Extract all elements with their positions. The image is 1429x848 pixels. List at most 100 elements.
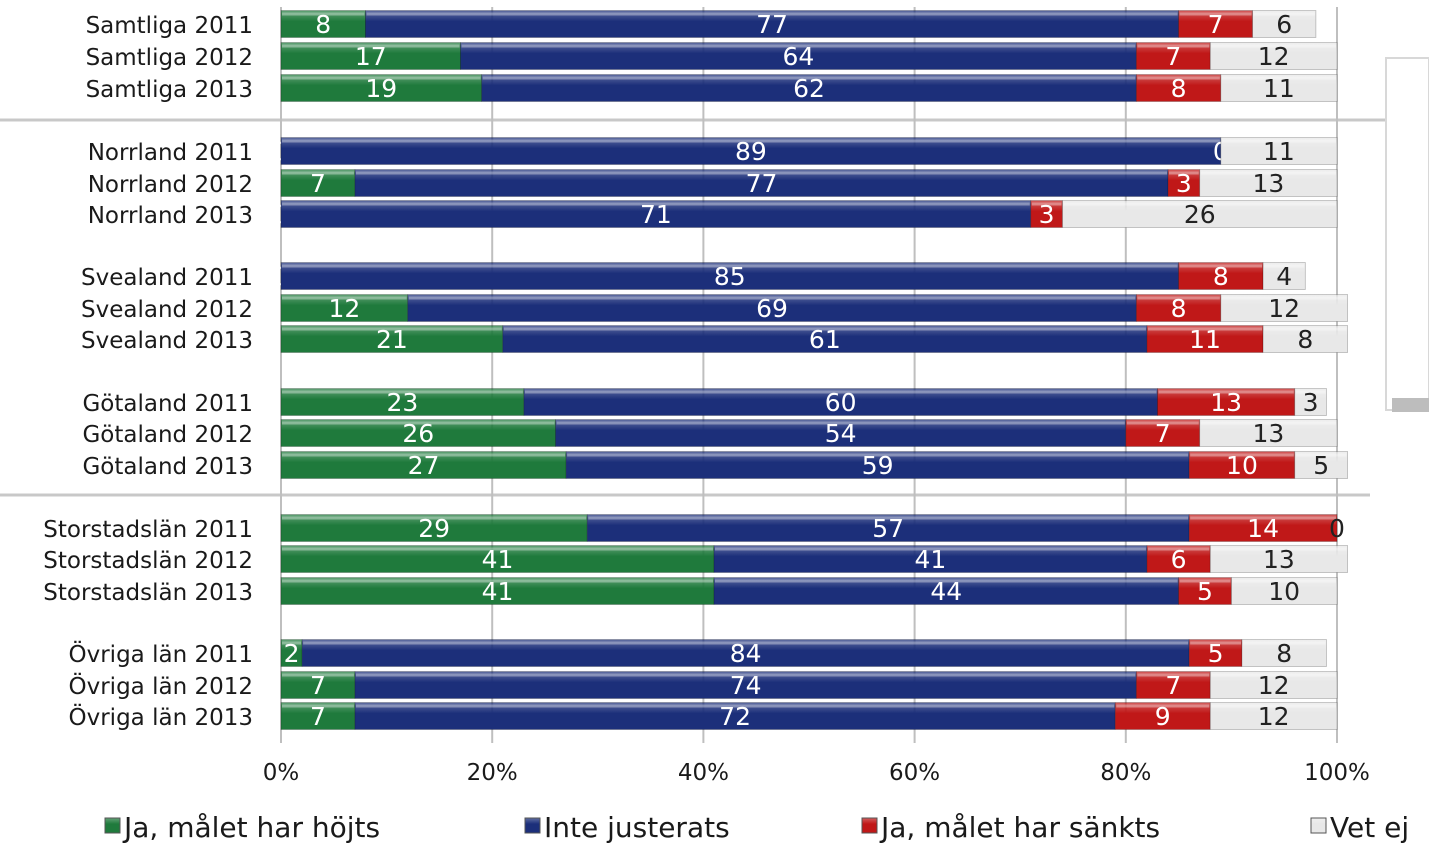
bar-highlight (1221, 76, 1336, 80)
category-label: Götaland 2013 (82, 454, 253, 480)
bar-highlight (282, 421, 555, 425)
bar-segment (354, 169, 1169, 197)
bar-highlight (1264, 327, 1347, 331)
bar-segment (1199, 169, 1338, 197)
data-label: 89 (735, 137, 767, 166)
bar-segment (354, 702, 1116, 730)
data-label: 13 (1252, 169, 1284, 198)
category-label: Storstadslän 2012 (43, 548, 253, 574)
bar-highlight (282, 579, 713, 583)
bar-segment (280, 10, 366, 38)
bar-highlight (282, 44, 460, 48)
data-label: 54 (825, 419, 857, 448)
data-label: 29 (418, 514, 450, 543)
bar-segment (301, 639, 1190, 667)
bar-segment (1262, 325, 1348, 353)
bar-highlight (282, 171, 354, 175)
data-label: 44 (930, 577, 962, 606)
bar-highlight (1179, 264, 1263, 268)
bar-segment (280, 262, 1179, 290)
bar-highlight (1116, 704, 1210, 708)
bar-segment (565, 451, 1190, 479)
bar-segment (1209, 702, 1338, 730)
data-label: 71 (640, 200, 672, 229)
legend-label: Vet ej (1330, 811, 1409, 844)
bar-segment (1178, 577, 1232, 605)
legend-swatch (104, 817, 121, 834)
bar-segment (1178, 10, 1253, 38)
bar-segment (1262, 262, 1306, 290)
bar-segment (1157, 388, 1296, 416)
bar-segment (586, 514, 1190, 542)
data-label: 11 (1263, 137, 1295, 166)
bar-highlight (282, 296, 407, 300)
bar-segment (1030, 200, 1063, 228)
bar-segment (1294, 451, 1348, 479)
data-label: 8 (315, 10, 331, 39)
data-label: 9 (1155, 702, 1171, 731)
data-label: 26 (402, 419, 434, 448)
data-label: 8 (1171, 294, 1187, 323)
bar-highlight (1200, 421, 1336, 425)
bar-segment (1231, 577, 1338, 605)
bar-segment (1135, 294, 1222, 322)
data-label: 7 (310, 671, 326, 700)
bar-segment (280, 545, 715, 573)
decor-panel-shadow (1392, 398, 1429, 412)
bar-highlight (282, 704, 354, 708)
data-label: 85 (714, 262, 746, 291)
data-label: 10 (1226, 451, 1258, 480)
bar-segment (1167, 169, 1201, 197)
bar-highlight (366, 12, 1178, 16)
data-label: 8 (1171, 74, 1187, 103)
data-label: 21 (376, 325, 408, 354)
bar-highlight (1211, 704, 1336, 708)
bar-highlight (1147, 547, 1210, 551)
category-label: Svealand 2011 (81, 265, 253, 291)
data-label: 41 (482, 577, 514, 606)
data-label: 8 (1297, 325, 1313, 354)
bar-highlight (1137, 76, 1220, 80)
category-label: Svealand 2013 (81, 328, 253, 354)
bar-segment (1220, 74, 1338, 102)
bar-segment (1178, 262, 1264, 290)
data-label: 27 (408, 451, 440, 480)
data-label: 12 (1258, 671, 1290, 700)
category-label: Götaland 2011 (82, 391, 253, 417)
data-label: 7 (1165, 671, 1181, 700)
category-label: Samtliga 2013 (86, 77, 253, 103)
x-tick-label: 0% (263, 760, 300, 786)
category-label: Storstadslän 2013 (43, 580, 253, 606)
data-label: 19 (365, 74, 397, 103)
bar-highlight (282, 390, 523, 394)
data-label: 7 (1155, 419, 1171, 448)
x-tick-label: 100% (1304, 760, 1370, 786)
x-tick-label: 80% (1100, 760, 1151, 786)
bar-highlight (1200, 171, 1336, 175)
data-label: 12 (1258, 42, 1290, 71)
bar-segment (1209, 42, 1338, 70)
category-label: Storstadslän 2011 (43, 517, 253, 543)
bar-highlight (1190, 516, 1336, 520)
category-label: Samtliga 2011 (86, 13, 253, 39)
category-label: Svealand 2012 (81, 297, 253, 323)
data-label: 84 (730, 639, 762, 668)
data-label: 12 (1268, 294, 1300, 323)
bar-highlight (482, 76, 1136, 80)
bar-segment (1241, 639, 1327, 667)
data-label: 6 (1276, 10, 1292, 39)
data-label: 57 (872, 514, 904, 543)
bar-highlight (282, 453, 566, 457)
bar-segment (280, 42, 461, 70)
data-label: 64 (783, 42, 815, 71)
category-label: Övriga län 2011 (69, 640, 253, 668)
bar-highlight (556, 421, 1125, 425)
bar-segment (280, 169, 356, 197)
data-label: 23 (387, 388, 419, 417)
legend-swatch (524, 817, 541, 834)
data-label: 59 (862, 451, 894, 480)
data-label: 41 (915, 545, 947, 574)
bar-segment (280, 74, 483, 102)
x-tick-label: 60% (889, 760, 940, 786)
